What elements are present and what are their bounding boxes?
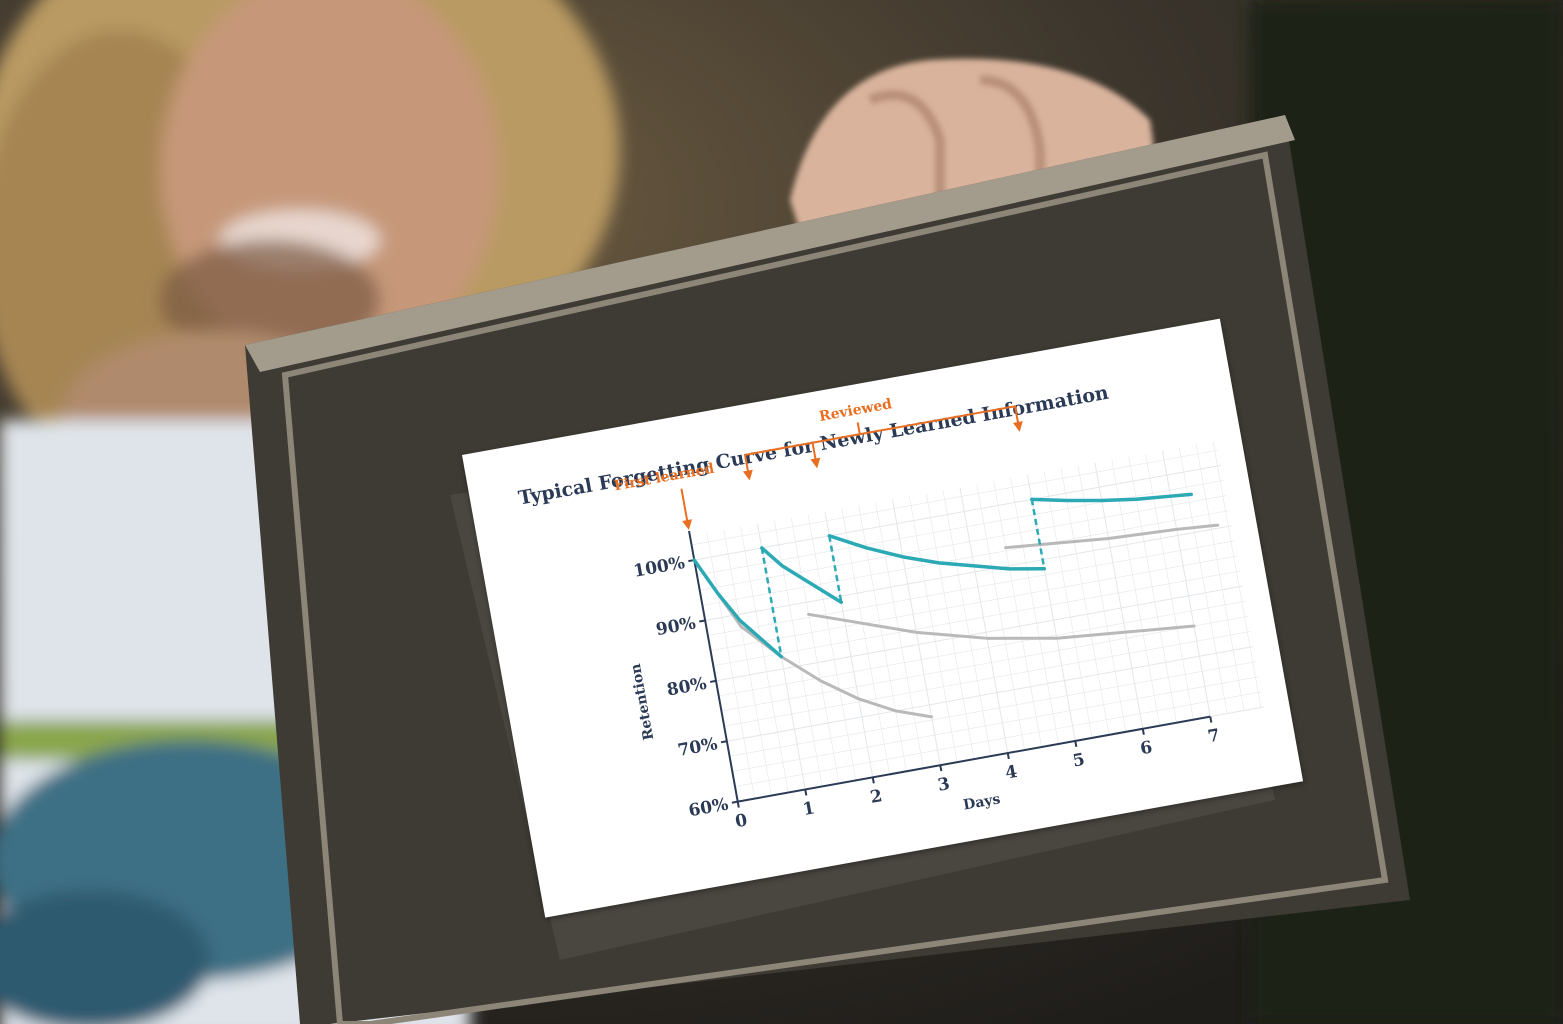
y-tick-label: 60% [687,795,730,822]
reviewed-arrowhead-2 [1012,421,1023,432]
review-drop-line-1 [828,535,843,603]
x-tick [736,801,740,808]
grid-line-y [691,449,1219,546]
grid-line-x [1060,469,1110,735]
grid-line-y [732,676,1259,772]
series-line-1 [807,612,1196,640]
x-tick-label: 3 [936,774,951,796]
grid-line-y [729,661,1257,757]
grid-line-y [724,631,1251,727]
grid-line-y [718,600,1246,697]
grid-line-x [925,493,975,760]
grid-line-x [1128,456,1177,723]
x-tick-label: 7 [1206,725,1221,747]
y-tick [720,740,728,744]
grid-line-x [841,508,890,775]
grid-line-x [858,505,907,772]
forgetting-curve-chart: 60% 70% 80% 90% 100% 0 1 2 3 4 5 6 7 Days Retention Fir… [613,396,1265,832]
grid-line-y [734,691,1262,787]
grid-line-y [702,510,1230,606]
reviewed-arrow-shaft [811,442,817,461]
x-axis [737,715,1211,803]
grid-line-y [694,464,1221,561]
first-learned-label: First learned [613,461,716,495]
grid-line-x [706,532,755,799]
grid-line-y [705,525,1232,621]
x-tick [1006,752,1010,760]
chart-card: Typical Forgetting Curve for Newly Learn… [462,318,1304,918]
y-tick-label: 90% [655,613,698,640]
x-tick-label: 5 [1071,750,1086,772]
grid-line-x [790,517,840,784]
grid-line-y [707,540,1235,636]
grid-line-x [993,481,1042,748]
grid-line-y [699,495,1227,591]
x-tick [804,789,808,796]
grid-line-x [942,490,992,757]
reviewed-bracket [743,405,1020,475]
grid-line-x [1077,466,1127,732]
grid-line-x [740,526,789,793]
series-line-5 [827,534,1047,571]
grid-line-y [726,646,1254,742]
grid-line-y [715,585,1243,682]
y-tick [699,619,706,623]
reviewed-arrowhead-0 [742,469,753,481]
series-line-6 [1030,492,1193,503]
grid-line-x [1111,459,1160,726]
grid-line-x [1195,444,1245,711]
person-face [160,0,500,370]
y-axis-label: Retention [628,662,657,741]
grid-line-x [1094,462,1144,729]
x-tick [939,765,943,772]
grid-line-x [1179,447,1228,714]
series-line-0 [692,558,934,719]
series-line-3 [692,558,784,659]
x-axis-label: Days [962,791,1002,813]
x-tick-label: 0 [734,810,749,832]
review-drop-line-2 [1030,499,1046,570]
y-tick-label: 100% [632,553,686,582]
grid-line-x [909,496,958,763]
x-tick [1209,716,1213,723]
series-line-2 [1004,523,1220,550]
x-tick [1074,740,1078,747]
x-tick-label: 2 [869,786,884,808]
grid-line-y [713,570,1240,667]
first-learned-arrowhead [682,519,693,531]
grid-line-y [696,480,1224,576]
reviewed-bracket-stem [856,422,861,435]
x-tick [1141,728,1145,735]
grid-line-x [807,514,857,781]
grid-line-x [723,529,772,796]
x-tick-label: 4 [1004,762,1019,784]
grid-line-x [875,502,924,769]
y-tick-label: 70% [676,734,719,761]
grid-line-x [1044,472,1093,738]
reviewed-arrowhead-1 [810,457,821,469]
y-tick-label: 80% [665,674,708,701]
y-axis [688,530,739,802]
x-tick [871,777,875,784]
series-line-4 [760,546,843,604]
review-drop-line-0 [760,547,783,657]
grid-line-y [710,555,1238,651]
grid-line-x [1010,478,1059,745]
x-tick-label: 6 [1139,738,1154,760]
x-tick-label: 1 [801,798,816,820]
grid-line-x [1212,441,1262,708]
grid-line-x [976,484,1025,751]
grid-line-x [959,487,1009,754]
first-learned-arrow-shaft [680,488,689,525]
grid-line-y [721,616,1249,712]
y-tick [709,679,717,683]
reviewed-label: Reviewed [818,396,894,425]
